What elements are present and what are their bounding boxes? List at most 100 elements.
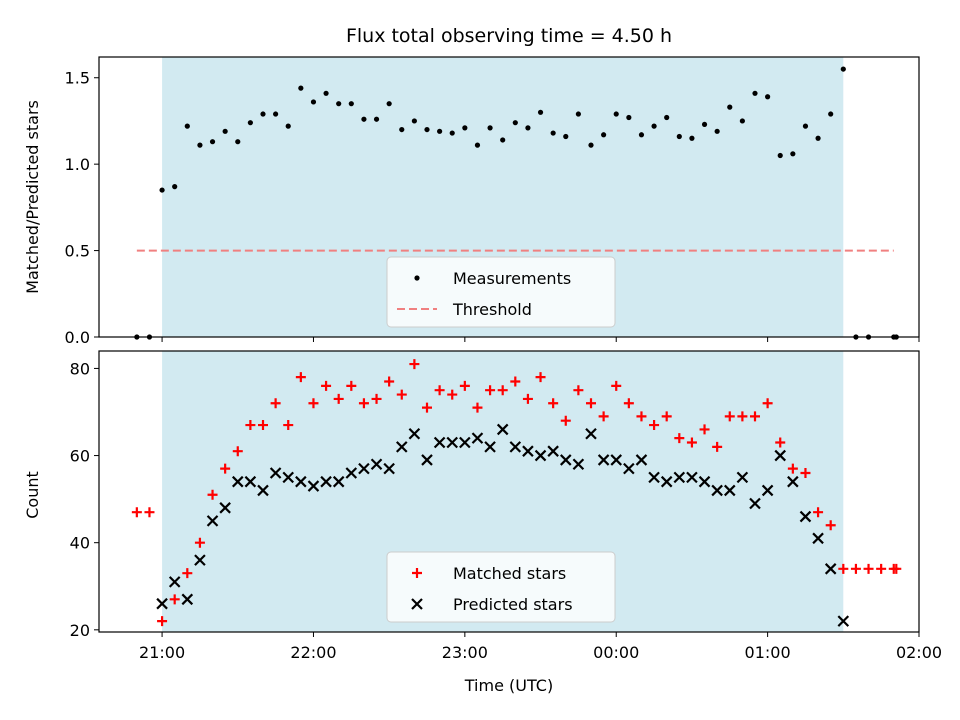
data-point <box>446 436 459 449</box>
data-point <box>295 372 306 383</box>
x-tick-label: 21:00 <box>139 643 185 662</box>
data-point <box>838 563 849 574</box>
data-point <box>474 142 481 148</box>
data-point <box>512 120 518 126</box>
data-point <box>812 532 824 545</box>
data-point <box>485 385 496 396</box>
data-point <box>194 537 205 548</box>
data-point <box>219 502 231 514</box>
data-point <box>573 385 584 396</box>
data-point <box>537 109 544 115</box>
data-point <box>207 489 218 500</box>
data-point <box>206 515 219 527</box>
data-point <box>673 471 686 484</box>
data-point <box>282 471 295 484</box>
legend-box <box>386 551 616 623</box>
data-point <box>361 116 367 122</box>
data-point <box>471 432 484 444</box>
legend: Measurements Threshold <box>386 256 616 328</box>
data-point <box>534 449 547 462</box>
data-point <box>824 563 837 575</box>
data-point <box>459 436 471 449</box>
data-point <box>689 135 695 141</box>
data-point <box>648 471 660 484</box>
data-point <box>433 436 446 449</box>
data-point <box>260 111 266 117</box>
legend-label: Threshold <box>452 300 532 319</box>
data-point <box>408 427 421 440</box>
data-point <box>157 616 168 627</box>
data-point <box>698 475 711 488</box>
data-point <box>686 471 698 484</box>
data-point <box>244 475 257 488</box>
data-point <box>828 111 834 117</box>
data-point <box>320 475 332 488</box>
data-point <box>181 593 194 606</box>
data-point <box>184 123 190 129</box>
data-point <box>815 135 821 141</box>
chart-title: Flux total observing time = 4.50 h <box>346 25 672 47</box>
data-point <box>711 484 723 497</box>
data-point <box>332 475 345 488</box>
data-point <box>496 423 509 436</box>
data-point <box>837 615 850 627</box>
data-point <box>535 372 546 383</box>
data-point <box>588 142 594 148</box>
data-point <box>761 484 774 497</box>
data-point <box>623 398 634 409</box>
data-point <box>787 463 798 474</box>
data-point <box>273 111 279 117</box>
data-point <box>307 480 320 492</box>
data-point <box>676 133 682 140</box>
data-point <box>370 458 383 471</box>
data-point <box>235 139 241 145</box>
data-point <box>739 118 745 124</box>
data-point <box>787 475 799 488</box>
data-point <box>144 507 155 518</box>
data-point <box>712 441 723 452</box>
data-point <box>790 151 796 157</box>
data-point <box>421 454 433 466</box>
data-point <box>409 359 420 370</box>
data-point <box>269 467 282 479</box>
data-point <box>437 128 443 134</box>
data-point <box>737 411 748 422</box>
data-point <box>308 398 319 409</box>
y-tick-label: 60 <box>70 447 90 466</box>
data-point <box>800 467 811 478</box>
data-point <box>156 597 168 610</box>
bottom-panel-counts: 20 40 60 80 21:00 22:00 23:00 00:00 01:00 02:00 Ma… <box>70 350 942 662</box>
data-point <box>799 510 812 523</box>
data-point <box>449 130 455 136</box>
data-point <box>258 420 268 431</box>
data-point <box>613 111 619 117</box>
data-point <box>765 94 771 100</box>
x-axis-label: Time (UTC) <box>464 676 553 695</box>
data-point <box>371 393 382 404</box>
data-point <box>736 471 749 484</box>
data-point <box>298 85 304 91</box>
data-point <box>182 568 193 579</box>
data-point <box>649 420 660 431</box>
top-panel-ratio: 0.0 0.5 1.0 1.5 Measurements Threshold <box>65 56 920 347</box>
data-point <box>660 475 673 488</box>
data-point <box>522 393 533 404</box>
data-point <box>664 114 670 121</box>
data-point <box>383 462 395 475</box>
data-point <box>750 411 760 422</box>
data-point <box>548 398 559 409</box>
data-point <box>348 101 354 107</box>
data-point <box>674 433 685 444</box>
data-point <box>522 445 534 457</box>
data-point <box>813 507 824 518</box>
legend-label: Measurements <box>453 269 571 288</box>
y-tick-label: 40 <box>70 534 90 553</box>
data-point <box>384 376 395 387</box>
data-point <box>550 130 556 136</box>
data-point <box>336 101 342 107</box>
data-point <box>462 125 468 131</box>
legend: Matched stars Predicted stars <box>386 551 616 623</box>
data-point <box>386 101 392 107</box>
data-point <box>197 142 203 148</box>
data-point <box>510 376 521 387</box>
